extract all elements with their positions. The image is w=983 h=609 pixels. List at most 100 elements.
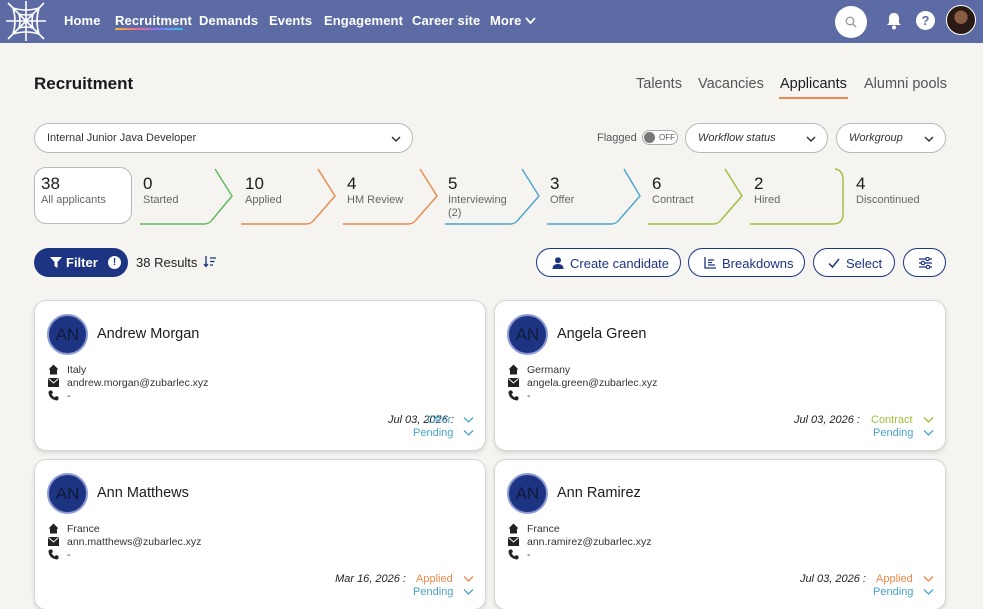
stage-label-all: All applicants	[41, 194, 106, 206]
nav-home[interactable]: Home	[64, 13, 101, 28]
candidate-stage[interactable]: Applied	[876, 573, 913, 585]
candidate-stage[interactable]: Applied	[416, 573, 453, 585]
active-tab-indicator	[779, 97, 848, 99]
chevron-down-icon[interactable]	[524, 14, 537, 27]
candidate-name[interactable]: Angela Green	[557, 326, 647, 342]
candidate-phone: -	[67, 390, 71, 402]
stage-count-all: 38	[41, 174, 60, 193]
tab-alumni-pools[interactable]: Alumni pools	[864, 76, 948, 92]
candidate-status[interactable]: Pending	[873, 427, 914, 439]
search-button[interactable]	[835, 6, 867, 38]
mail-icon	[508, 378, 519, 387]
chevron-down-icon[interactable]	[463, 588, 474, 596]
candidate-status[interactable]: Pending	[873, 586, 914, 598]
candidate-name[interactable]: Ann Matthews	[97, 485, 189, 501]
nav-events[interactable]: Events	[269, 13, 313, 28]
tab-applicants[interactable]: Applicants	[780, 76, 847, 92]
toggle-state: OFF	[659, 133, 675, 142]
tab-talents[interactable]: Talents	[636, 76, 682, 92]
candidate-email[interactable]: angela.green@zubarlec.xyz	[527, 377, 658, 389]
breakdowns-label: Breakdowns	[722, 256, 794, 271]
candidate-email[interactable]: andrew.morgan@zubarlec.xyz	[67, 377, 209, 389]
stage-count-hired: 2	[754, 174, 764, 193]
candidate-phone: -	[67, 549, 71, 561]
candidate-stage[interactable]: Contract	[871, 414, 913, 426]
stage-label-started: Started	[143, 194, 179, 206]
nav-more[interactable]: More	[490, 13, 522, 28]
candidate-card[interactable]: AN Angela Green Germany angela.green@zub…	[494, 300, 946, 451]
candidate-email[interactable]: ann.matthews@zubarlec.xyz	[67, 536, 202, 548]
stage-label-offer: Offer	[550, 194, 575, 206]
nav-engagement[interactable]: Engagement	[324, 13, 404, 28]
home-icon	[508, 523, 519, 534]
chart-icon	[704, 257, 716, 269]
candidate-stage[interactable]: Offer	[427, 414, 452, 426]
candidate-status[interactable]: Pending	[413, 427, 454, 439]
create-candidate-button[interactable]: Create candidate	[536, 248, 681, 277]
create-candidate-label: Create candidate	[570, 256, 670, 271]
sort-icon[interactable]	[203, 255, 217, 268]
tab-vacancies[interactable]: Vacancies	[698, 76, 764, 92]
phone-icon	[508, 549, 519, 560]
nav-career-site[interactable]: Career site	[412, 13, 481, 28]
candidate-card[interactable]: AN Andrew Morgan Italy andrew.morgan@zub…	[34, 300, 486, 451]
stage-all-applicants[interactable]	[34, 167, 132, 224]
check-icon	[828, 258, 840, 269]
candidate-date: Jul 03, 2026 :	[799, 573, 866, 585]
chevron-down-icon[interactable]	[923, 416, 934, 424]
toggle-knob	[644, 132, 655, 143]
person-icon	[552, 257, 564, 269]
chevron-down-icon	[391, 136, 401, 143]
candidate-avatar: AN	[47, 473, 88, 514]
nav-recruitment[interactable]: Recruitment	[115, 13, 192, 28]
candidate-name[interactable]: Andrew Morgan	[97, 326, 200, 342]
flagged-toggle[interactable]: OFF	[642, 130, 678, 145]
candidate-phone: -	[527, 390, 531, 402]
mail-icon	[508, 537, 519, 546]
home-icon	[48, 364, 59, 375]
settings-button[interactable]	[903, 248, 946, 277]
workgroup-placeholder: Workgroup	[849, 132, 903, 144]
mail-icon	[48, 378, 59, 387]
select-button[interactable]: Select	[813, 248, 895, 277]
chevron-down-icon	[806, 136, 816, 143]
bell-icon[interactable]	[884, 11, 904, 31]
chevron-down-icon[interactable]	[923, 429, 934, 437]
chevron-down-icon[interactable]	[463, 416, 474, 424]
chevron-down-icon[interactable]	[463, 429, 474, 437]
candidate-status[interactable]: Pending	[413, 586, 454, 598]
stage-count-discontinued: 4	[856, 174, 866, 193]
spiderweb-logo-icon[interactable]	[4, 0, 48, 42]
stage-label-applied: Applied	[245, 194, 282, 206]
stage-label-hm-review: HM Review	[347, 194, 404, 206]
help-icon[interactable]: ?	[916, 11, 935, 30]
workflow-status-placeholder: Workflow status	[698, 132, 776, 144]
candidate-country: Italy	[67, 364, 87, 376]
chevron-down-icon[interactable]	[923, 588, 934, 596]
candidate-phone: -	[527, 549, 531, 561]
search-icon	[845, 16, 857, 28]
stage-count-offer: 3	[550, 174, 560, 193]
stage-count-contract: 6	[652, 174, 662, 193]
page-title: Recruitment	[34, 74, 134, 93]
candidate-card[interactable]: AN Ann Matthews France ann.matthews@zuba…	[34, 459, 486, 609]
workflow-status-select[interactable]: Workflow status	[685, 123, 828, 153]
nav-demands[interactable]: Demands	[199, 13, 259, 28]
candidate-name[interactable]: Ann Ramirez	[557, 485, 641, 501]
candidate-email[interactable]: ann.ramirez@zubarlec.xyz	[527, 536, 652, 548]
stage-count-applied: 10	[245, 174, 264, 193]
stage-label-interviewing: Interviewing	[448, 194, 507, 206]
breakdowns-button[interactable]: Breakdowns	[688, 248, 805, 277]
candidate-card[interactable]: AN Ann Ramirez France ann.ramirez@zubarl…	[494, 459, 946, 609]
vacancy-select[interactable]: Internal Junior Java Developer	[34, 123, 413, 153]
chevron-down-icon[interactable]	[463, 575, 474, 583]
candidate-avatar: AN	[507, 314, 548, 355]
filter-label: Filter	[66, 255, 98, 270]
filter-button[interactable]: Filter !	[34, 248, 128, 277]
vacancy-select-value: Internal Junior Java Developer	[47, 132, 197, 144]
chevron-down-icon[interactable]	[923, 575, 934, 583]
user-avatar[interactable]	[946, 5, 976, 35]
workgroup-select[interactable]: Workgroup	[836, 123, 946, 153]
stage-label-contract: Contract	[652, 194, 694, 206]
candidate-date: Jul 03, 2026 :	[387, 414, 454, 426]
